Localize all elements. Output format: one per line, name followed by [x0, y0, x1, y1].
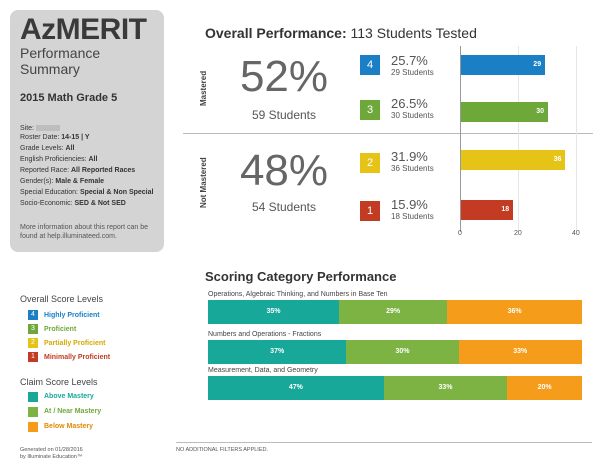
- overall-legend-list: 4 Highly Proficient 3 Proficient 2 Partiall…: [28, 308, 110, 364]
- level-4-badge: 4: [360, 55, 380, 75]
- claim-item-below: Below Mastery: [28, 419, 101, 434]
- level-1-bar-label: 18: [501, 206, 510, 213]
- category-3-name: Measurement, Data, and Geometry: [208, 367, 318, 374]
- generated-info: Generated on 01/28/2016 by Illuminate Edu…: [20, 447, 83, 460]
- legend-item-2: 2 Partially Proficient: [28, 336, 110, 350]
- level-2-bar: 36: [461, 150, 566, 170]
- category-2-near-segment: 30%: [346, 340, 459, 364]
- group-label-mastered: Mastered: [199, 70, 208, 106]
- category-1-near-segment: 29%: [338, 300, 448, 324]
- filter-gender: Gender(s): Male & Female: [20, 178, 105, 185]
- group-label-not-mastered: Not Mastered: [199, 157, 208, 208]
- level-4-bar-label: 29: [533, 61, 542, 68]
- overall-legend-title: Overall Score Levels: [20, 294, 104, 304]
- level-3-percent: 26.5%: [391, 96, 428, 111]
- level-3-students: 30 Students: [391, 111, 434, 120]
- filter-english: English Proficiencies: All: [20, 156, 98, 163]
- claim-item-above: Above Mastery: [28, 389, 101, 404]
- category-2-below-segment: 33%: [458, 340, 582, 364]
- level-2-students: 36 Students: [391, 164, 434, 173]
- level-3-bar-label: 30: [536, 108, 544, 115]
- level-1-percent: 15.9%: [391, 197, 428, 212]
- mastered-students: 59 Students: [251, 108, 317, 122]
- gridline-40: [576, 46, 577, 232]
- footer-divider: [176, 442, 592, 443]
- category-2-stacked-bar: 37% 30% 33%: [208, 340, 582, 364]
- overall-title: Overall Performance: 113 Students Tested: [205, 25, 477, 41]
- filter-socio: Socio-Economic: SED & Not SED: [20, 200, 126, 207]
- filter-site: Site:: [20, 124, 61, 133]
- redacted-site: [36, 125, 61, 132]
- category-1-below-segment: 36%: [447, 300, 582, 324]
- group-divider: [183, 133, 593, 134]
- category-3-above-segment: 47%: [208, 376, 384, 400]
- grade-title: 2015 Math Grade 5: [20, 92, 118, 104]
- legend-item-1: 1 Minimally Proficient: [28, 350, 110, 364]
- claim-legend-title: Claim Score Levels: [20, 377, 98, 387]
- level-3-bar: 30: [461, 102, 548, 122]
- level-4-percent: 25.7%: [391, 53, 428, 68]
- axis-zero-line: [460, 46, 461, 232]
- axis-tick-40: 40: [572, 230, 580, 237]
- category-3-near-segment: 33%: [383, 376, 508, 400]
- brand-title: AzMERIT: [20, 13, 147, 46]
- axis-tick-0: 0: [458, 230, 462, 237]
- scoring-title: Scoring Category Performance: [205, 269, 397, 284]
- level-2-percent: 31.9%: [391, 149, 428, 164]
- more-info-text: More information about this report can b…: [20, 224, 149, 240]
- category-1-name: Operations, Algebraic Thinking, and Numb…: [208, 291, 388, 298]
- summary-card: [10, 10, 164, 252]
- level-1-bar: 18: [461, 200, 514, 220]
- category-3-stacked-bar: 47% 33% 20%: [208, 376, 582, 400]
- gridline-20: [518, 46, 519, 232]
- level-2-badge: 2: [360, 153, 380, 173]
- not-mastered-students: 54 Students: [251, 200, 317, 214]
- filter-race: Reported Race: All Reported Races: [20, 167, 136, 174]
- legend-item-4: 4 Highly Proficient: [28, 308, 110, 322]
- filter-special-ed: Special Education: Special & Non Special: [20, 189, 154, 196]
- mastered-percent: 52%: [239, 52, 329, 101]
- level-3-badge: 3: [360, 100, 380, 120]
- not-mastered-percent: 48%: [239, 146, 329, 195]
- category-1-stacked-bar: 35% 29% 36%: [208, 300, 582, 324]
- brand-subtitle: Performance Summary: [20, 45, 101, 77]
- category-1-above-segment: 35%: [208, 300, 339, 324]
- level-4-students: 29 Students: [391, 68, 434, 77]
- claim-legend-list: Above Mastery At / Near Mastery Below Ma…: [28, 389, 101, 434]
- filter-roster-date: Roster Date: 14-15 | Y: [20, 134, 90, 141]
- filters-note: NO ADDITIONAL FILTERS APPLIED.: [176, 447, 268, 453]
- legend-item-3: 3 Proficient: [28, 322, 110, 336]
- claim-item-near: At / Near Mastery: [28, 404, 101, 419]
- category-2-name: Numbers and Operations - Fractions: [208, 331, 322, 338]
- filter-grade-levels: Grade Levels: All: [20, 145, 75, 152]
- category-3-below-segment: 20%: [507, 376, 582, 400]
- level-1-students: 18 Students: [391, 212, 434, 221]
- level-4-bar: 29: [461, 55, 546, 75]
- axis-tick-20: 20: [514, 230, 522, 237]
- level-1-badge: 1: [360, 201, 380, 221]
- category-2-above-segment: 37%: [208, 340, 347, 364]
- level-2-bar-label: 36: [553, 156, 562, 163]
